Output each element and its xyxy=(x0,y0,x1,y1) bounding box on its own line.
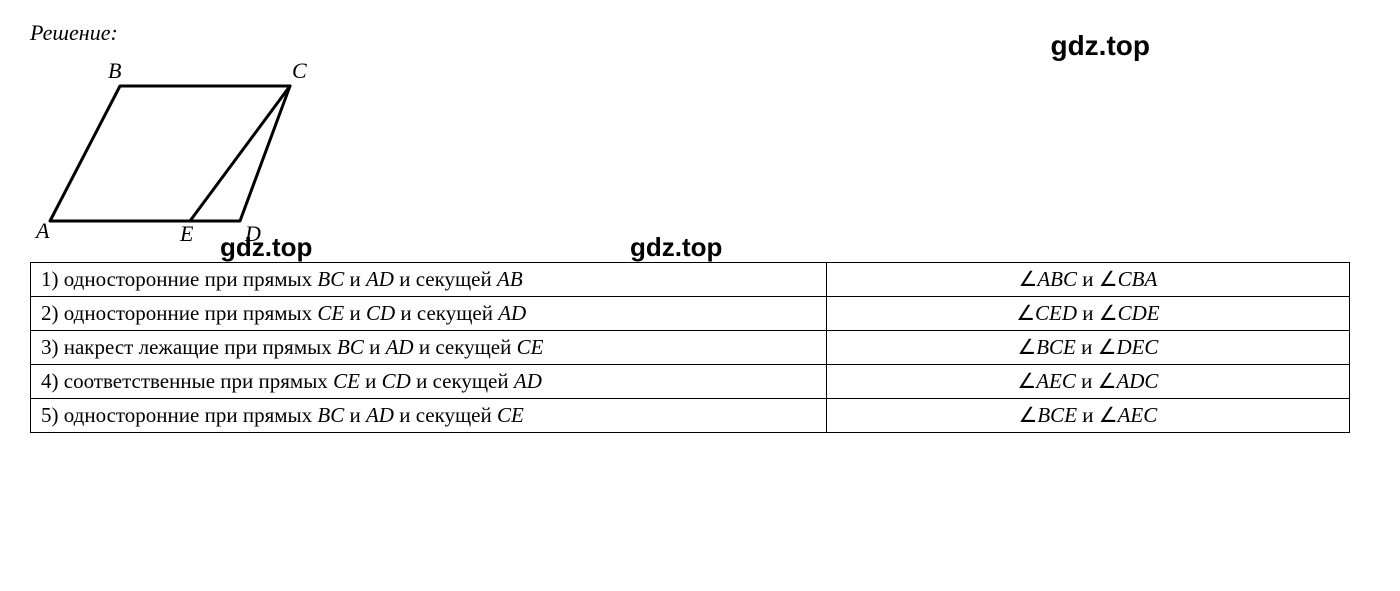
table-row: 5) односторонние при прямых BC и AD и се… xyxy=(31,399,1350,433)
angle-symbol: ∠ xyxy=(1019,403,1038,427)
angles-cell: ∠ABC и ∠CBA xyxy=(826,263,1349,297)
table-row: 3) накрест лежащие при прямых BC и AD и … xyxy=(31,331,1350,365)
vertex-label-a: A xyxy=(34,218,50,243)
line-pair-1: BC xyxy=(317,403,344,427)
line-pair-1: BC xyxy=(317,267,344,291)
angle-symbol: ∠ xyxy=(1019,267,1038,291)
line-pair-1: CE xyxy=(333,369,360,393)
geometry-figure: A B C D E xyxy=(30,56,310,256)
secant-word: и секущей xyxy=(416,369,509,393)
and-word: и xyxy=(1081,369,1092,393)
angle-1: AEC xyxy=(1036,369,1076,393)
vertex-label-b: B xyxy=(108,58,121,83)
description-cell: 2) односторонние при прямых CE и CD и се… xyxy=(31,297,827,331)
and-word: и xyxy=(1082,267,1093,291)
angle-1: ABC xyxy=(1037,267,1077,291)
line-pair-1: BC xyxy=(337,335,364,359)
and-word: и xyxy=(349,301,360,325)
description-cell: 1) односторонние при прямых BC и AD и се… xyxy=(31,263,827,297)
table-row: 4) соответственные при прямых CE и CD и … xyxy=(31,365,1350,399)
row-number: 1) xyxy=(41,267,59,291)
angle-2: ADC xyxy=(1116,369,1158,393)
secant-word: и секущей xyxy=(419,335,512,359)
angle-symbol: ∠ xyxy=(1098,369,1117,393)
secant-line: AD xyxy=(514,369,542,393)
row-number: 4) xyxy=(41,369,59,393)
angle-2: AEC xyxy=(1118,403,1158,427)
row-number: 5) xyxy=(41,403,59,427)
angles-cell: ∠CED и ∠CDE xyxy=(826,297,1349,331)
and-word: и xyxy=(1082,403,1093,427)
secant-line: CE xyxy=(517,335,544,359)
angle-symbol: ∠ xyxy=(1017,369,1036,393)
line-pair-2: AD xyxy=(366,267,394,291)
and-word: и xyxy=(1081,335,1092,359)
row-number: 3) xyxy=(41,335,59,359)
line-pair-2: CD xyxy=(366,301,395,325)
table-row: 1) односторонние при прямых BC и AD и се… xyxy=(31,263,1350,297)
vertex-label-c: C xyxy=(292,58,307,83)
angle-2: CBA xyxy=(1118,267,1158,291)
line-pair-1: CE xyxy=(317,301,344,325)
and-word: и xyxy=(369,335,380,359)
angle-type: соответственные при прямых xyxy=(64,369,328,393)
secant-word: и секущей xyxy=(400,301,493,325)
angles-cell: ∠BCE и ∠AEC xyxy=(826,399,1349,433)
and-word: и xyxy=(365,369,376,393)
angle-symbol: ∠ xyxy=(1099,403,1118,427)
line-pair-2: AD xyxy=(386,335,414,359)
angle-type: односторонние при прямых xyxy=(64,403,312,427)
description-cell: 5) односторонние при прямых BC и AD и се… xyxy=(31,399,827,433)
angle-2: DEC xyxy=(1116,335,1158,359)
and-word: и xyxy=(349,403,360,427)
angle-type: накрест лежащие при прямых xyxy=(64,335,332,359)
angle-symbol: ∠ xyxy=(1099,267,1118,291)
line-pair-2: CD xyxy=(382,369,411,393)
angle-symbol: ∠ xyxy=(1099,301,1118,325)
row-number: 2) xyxy=(41,301,59,325)
angle-2: CDE xyxy=(1118,301,1160,325)
angle-1: BCE xyxy=(1037,403,1077,427)
watermark-center: gdz.top xyxy=(630,232,722,263)
and-word: и xyxy=(349,267,360,291)
angle-1: BCE xyxy=(1036,335,1076,359)
angle-type: односторонние при прямых xyxy=(64,267,312,291)
secant-word: и секущей xyxy=(399,403,492,427)
description-cell: 3) накрест лежащие при прямых BC и AD и … xyxy=(31,331,827,365)
line-pair-2: AD xyxy=(366,403,394,427)
description-cell: 4) соответственные при прямых CE и CD и … xyxy=(31,365,827,399)
angle-1: CED xyxy=(1035,301,1077,325)
angles-table: 1) односторонние при прямых BC и AD и се… xyxy=(30,262,1350,433)
angles-cell: ∠BCE и ∠DEC xyxy=(826,331,1349,365)
watermark-left: gdz.top xyxy=(220,232,312,263)
angle-symbol: ∠ xyxy=(1098,335,1117,359)
angle-type: односторонние при прямых xyxy=(64,301,312,325)
vertex-label-e: E xyxy=(179,221,194,246)
secant-line: AD xyxy=(498,301,526,325)
and-word: и xyxy=(1082,301,1093,325)
secant-line: AB xyxy=(497,267,523,291)
watermark-top: gdz.top xyxy=(1050,30,1150,62)
angle-symbol: ∠ xyxy=(1016,301,1035,325)
solution-heading: Решение: xyxy=(30,20,310,46)
secant-word: и секущей xyxy=(399,267,492,291)
angle-symbol: ∠ xyxy=(1017,335,1036,359)
secant-line: CE xyxy=(497,403,524,427)
angles-cell: ∠AEC и ∠ADC xyxy=(826,365,1349,399)
table-row: 2) односторонние при прямых CE и CD и се… xyxy=(31,297,1350,331)
